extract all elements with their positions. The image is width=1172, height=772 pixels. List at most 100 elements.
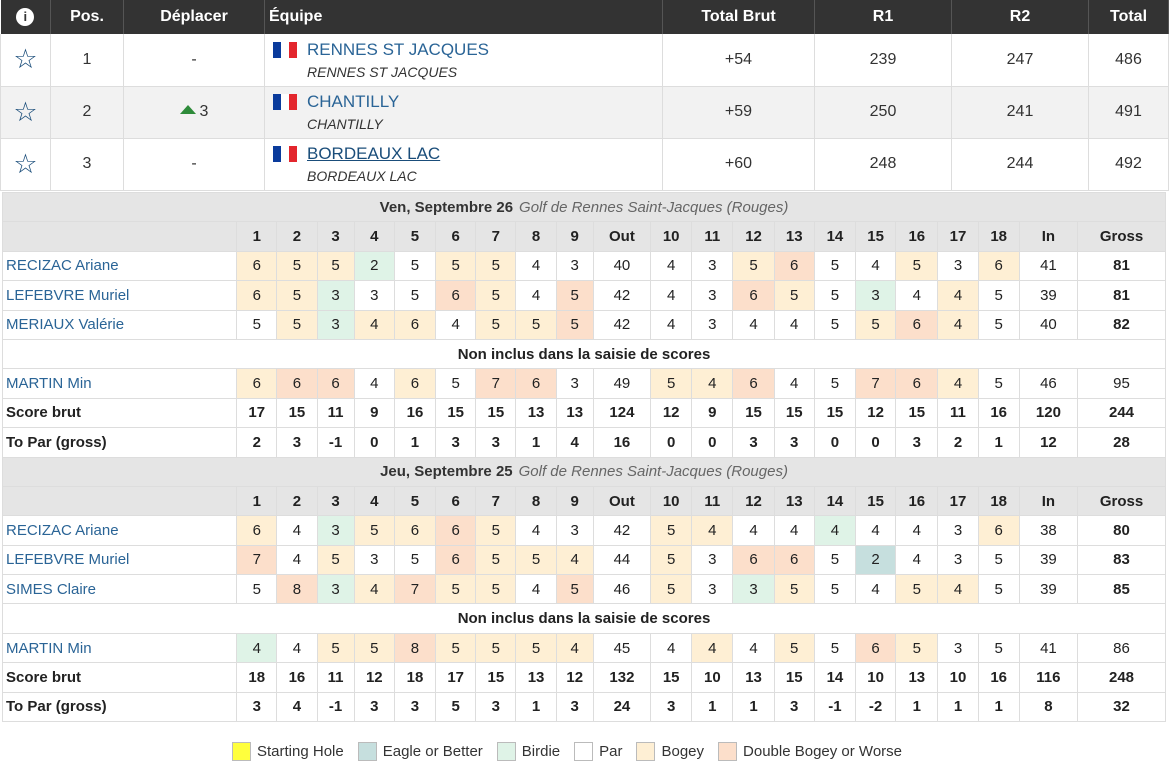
team-row[interactable]: ☆ 1 - RENNES ST JACQUES RENNES ST JACQUE… xyxy=(0,34,1169,87)
hole-header: 9 xyxy=(555,485,594,517)
score-cell: 5 xyxy=(813,368,857,399)
favorite-cell[interactable]: ☆ xyxy=(0,86,51,139)
score-cell: 5 xyxy=(977,280,1020,311)
score-cell: 6 xyxy=(732,280,775,311)
hole-header: Out xyxy=(592,485,652,517)
score-cell: 95 xyxy=(1077,368,1166,399)
star-icon[interactable]: ☆ xyxy=(13,96,38,127)
to-par-cell: 3 xyxy=(236,691,278,723)
score-cell: 5 xyxy=(813,250,857,282)
team-row[interactable]: ☆ 3 - BORDEAUX LAC BORDEAUX LAC +60 248 … xyxy=(0,138,1169,191)
score-cell: 5 xyxy=(813,309,857,340)
score-cell: 5 xyxy=(475,515,517,546)
flag-stripe xyxy=(273,146,281,162)
arrow-up-icon xyxy=(179,105,196,114)
score-cell: 5 xyxy=(475,280,517,311)
score-cell: 4 xyxy=(353,368,395,399)
col-total-brut[interactable]: Total Brut xyxy=(662,0,815,34)
col-pos[interactable]: Pos. xyxy=(50,0,124,34)
legend-item: Starting Hole xyxy=(232,742,344,761)
legend-swatch xyxy=(232,742,251,761)
to-par-cell: 3 xyxy=(732,427,775,458)
score-cell: 5 xyxy=(650,574,693,605)
player-name-link[interactable]: RECIZAC Ariane xyxy=(1,515,238,546)
score-brut-cell: 11 xyxy=(316,397,355,429)
to-par-cell: -1 xyxy=(813,691,857,723)
player-name-link[interactable]: LEFEBVRE Muriel xyxy=(1,280,238,311)
col-total[interactable]: Total xyxy=(1088,0,1169,34)
favorite-cell[interactable]: ☆ xyxy=(0,34,51,87)
score-cell: 6 xyxy=(236,280,278,311)
score-brut-cell: 15 xyxy=(773,397,815,429)
player-name-link[interactable]: SIMES Claire xyxy=(1,574,238,605)
legend-label: Starting Hole xyxy=(257,743,344,760)
france-flag-icon xyxy=(273,146,297,162)
to-par-cell: 8 xyxy=(1018,691,1079,723)
team-row[interactable]: ☆ 2 3 CHANTILLY CHANTILLY +59 250 241 49… xyxy=(0,86,1169,139)
score-cell: 5 xyxy=(353,632,395,664)
team-name-link[interactable]: RENNES ST JACQUES xyxy=(307,39,490,59)
score-cell: 3 xyxy=(937,515,979,546)
flag-stripe xyxy=(289,146,297,162)
score-brut-cell: 12 xyxy=(353,662,395,693)
to-par-label: To Par (gross) xyxy=(1,427,238,458)
to-par-cell: 1 xyxy=(732,691,775,723)
legend-item: Eagle or Better xyxy=(357,742,483,761)
team-r1: 239 xyxy=(814,34,952,87)
score-cell: 3 xyxy=(691,544,734,576)
favorite-cell[interactable]: ☆ xyxy=(0,138,51,191)
hole-header: 15 xyxy=(854,485,897,517)
score-cell: 7 xyxy=(475,368,517,399)
legend-swatch xyxy=(636,742,656,761)
score-cell: 7 xyxy=(393,574,437,605)
score-cell: 6 xyxy=(393,309,437,340)
score-cell: 6 xyxy=(895,309,939,340)
score-cell: 4 xyxy=(555,632,594,664)
player-name-link[interactable]: MARTIN Min xyxy=(1,368,238,399)
team-name-link[interactable]: CHANTILLY xyxy=(307,92,400,111)
score-cell: 40 xyxy=(1018,309,1079,340)
score-cell: 5 xyxy=(773,280,815,311)
round-header-row: Jeu, Septembre 25 Golf de Rennes Saint-Ja… xyxy=(2,456,1166,487)
score-brut-cell: 15 xyxy=(895,397,939,429)
star-icon[interactable]: ☆ xyxy=(13,44,38,75)
score-cell: 5 xyxy=(854,309,897,340)
score-cell: 3 xyxy=(691,309,734,340)
to-par-cell: 3 xyxy=(353,691,395,723)
player-row: RECIZAC Ariane 6 5 5 2 5 5 5 4 3 40 4 3 5 6 5 4 5 3 6 41 81 xyxy=(1,250,1166,282)
team-total-brut: +59 xyxy=(662,86,815,139)
score-brut-row: Score brut 18 16 11 12 18 17 15 13 12 132 15 10 13 15 1… xyxy=(1,662,1166,693)
hole-header: 3 xyxy=(316,221,355,252)
hole-header: 12 xyxy=(732,485,775,517)
score-cell: 5 xyxy=(555,280,594,311)
score-cell: 5 xyxy=(555,309,594,340)
score-brut-cell: 18 xyxy=(393,662,437,693)
col-team[interactable]: Équipe xyxy=(264,0,663,34)
player-name-link[interactable]: LEFEBVRE Muriel xyxy=(1,544,238,576)
score-cell: 3 xyxy=(555,250,594,282)
col-r1[interactable]: R1 xyxy=(814,0,952,34)
player-name-link[interactable]: MARTIN Min xyxy=(1,632,238,664)
round-date: Jeu, Septembre 25 xyxy=(380,463,513,481)
score-brut-cell: 124 xyxy=(592,397,652,429)
leaderboard-table: i Pos. Déplacer Équipe Total Brut R1 R2 … xyxy=(0,0,1169,191)
info-icon[interactable]: i xyxy=(0,0,51,34)
to-par-row: To Par (gross) 2 3 -1 0 1 3 3 1 4 16 0 0 3 3 0 0 3 2 1 12 28 xyxy=(1,427,1166,458)
score-brut-cell: 17 xyxy=(236,397,278,429)
to-par-cell: 0 xyxy=(813,427,857,458)
player-name-link[interactable]: MERIAUX Valérie xyxy=(1,309,238,340)
col-move[interactable]: Déplacer xyxy=(123,0,265,34)
to-par-cell: 1 xyxy=(977,427,1020,458)
star-icon[interactable]: ☆ xyxy=(13,148,38,179)
holes-header-blank xyxy=(1,221,238,252)
hole-header: 12 xyxy=(732,221,775,252)
team-move-value: - xyxy=(191,155,197,172)
team-total: 492 xyxy=(1088,138,1169,191)
player-name-link[interactable]: RECIZAC Ariane xyxy=(1,250,238,282)
team-name-link[interactable]: BORDEAUX LAC xyxy=(307,144,441,163)
round-course: Golf de Rennes Saint-Jacques (Rouges) xyxy=(519,198,789,216)
score-cell: 4 xyxy=(276,544,318,576)
to-par-cell: 1 xyxy=(393,427,437,458)
col-r2[interactable]: R2 xyxy=(951,0,1089,34)
score-cell: 5 xyxy=(773,632,815,664)
